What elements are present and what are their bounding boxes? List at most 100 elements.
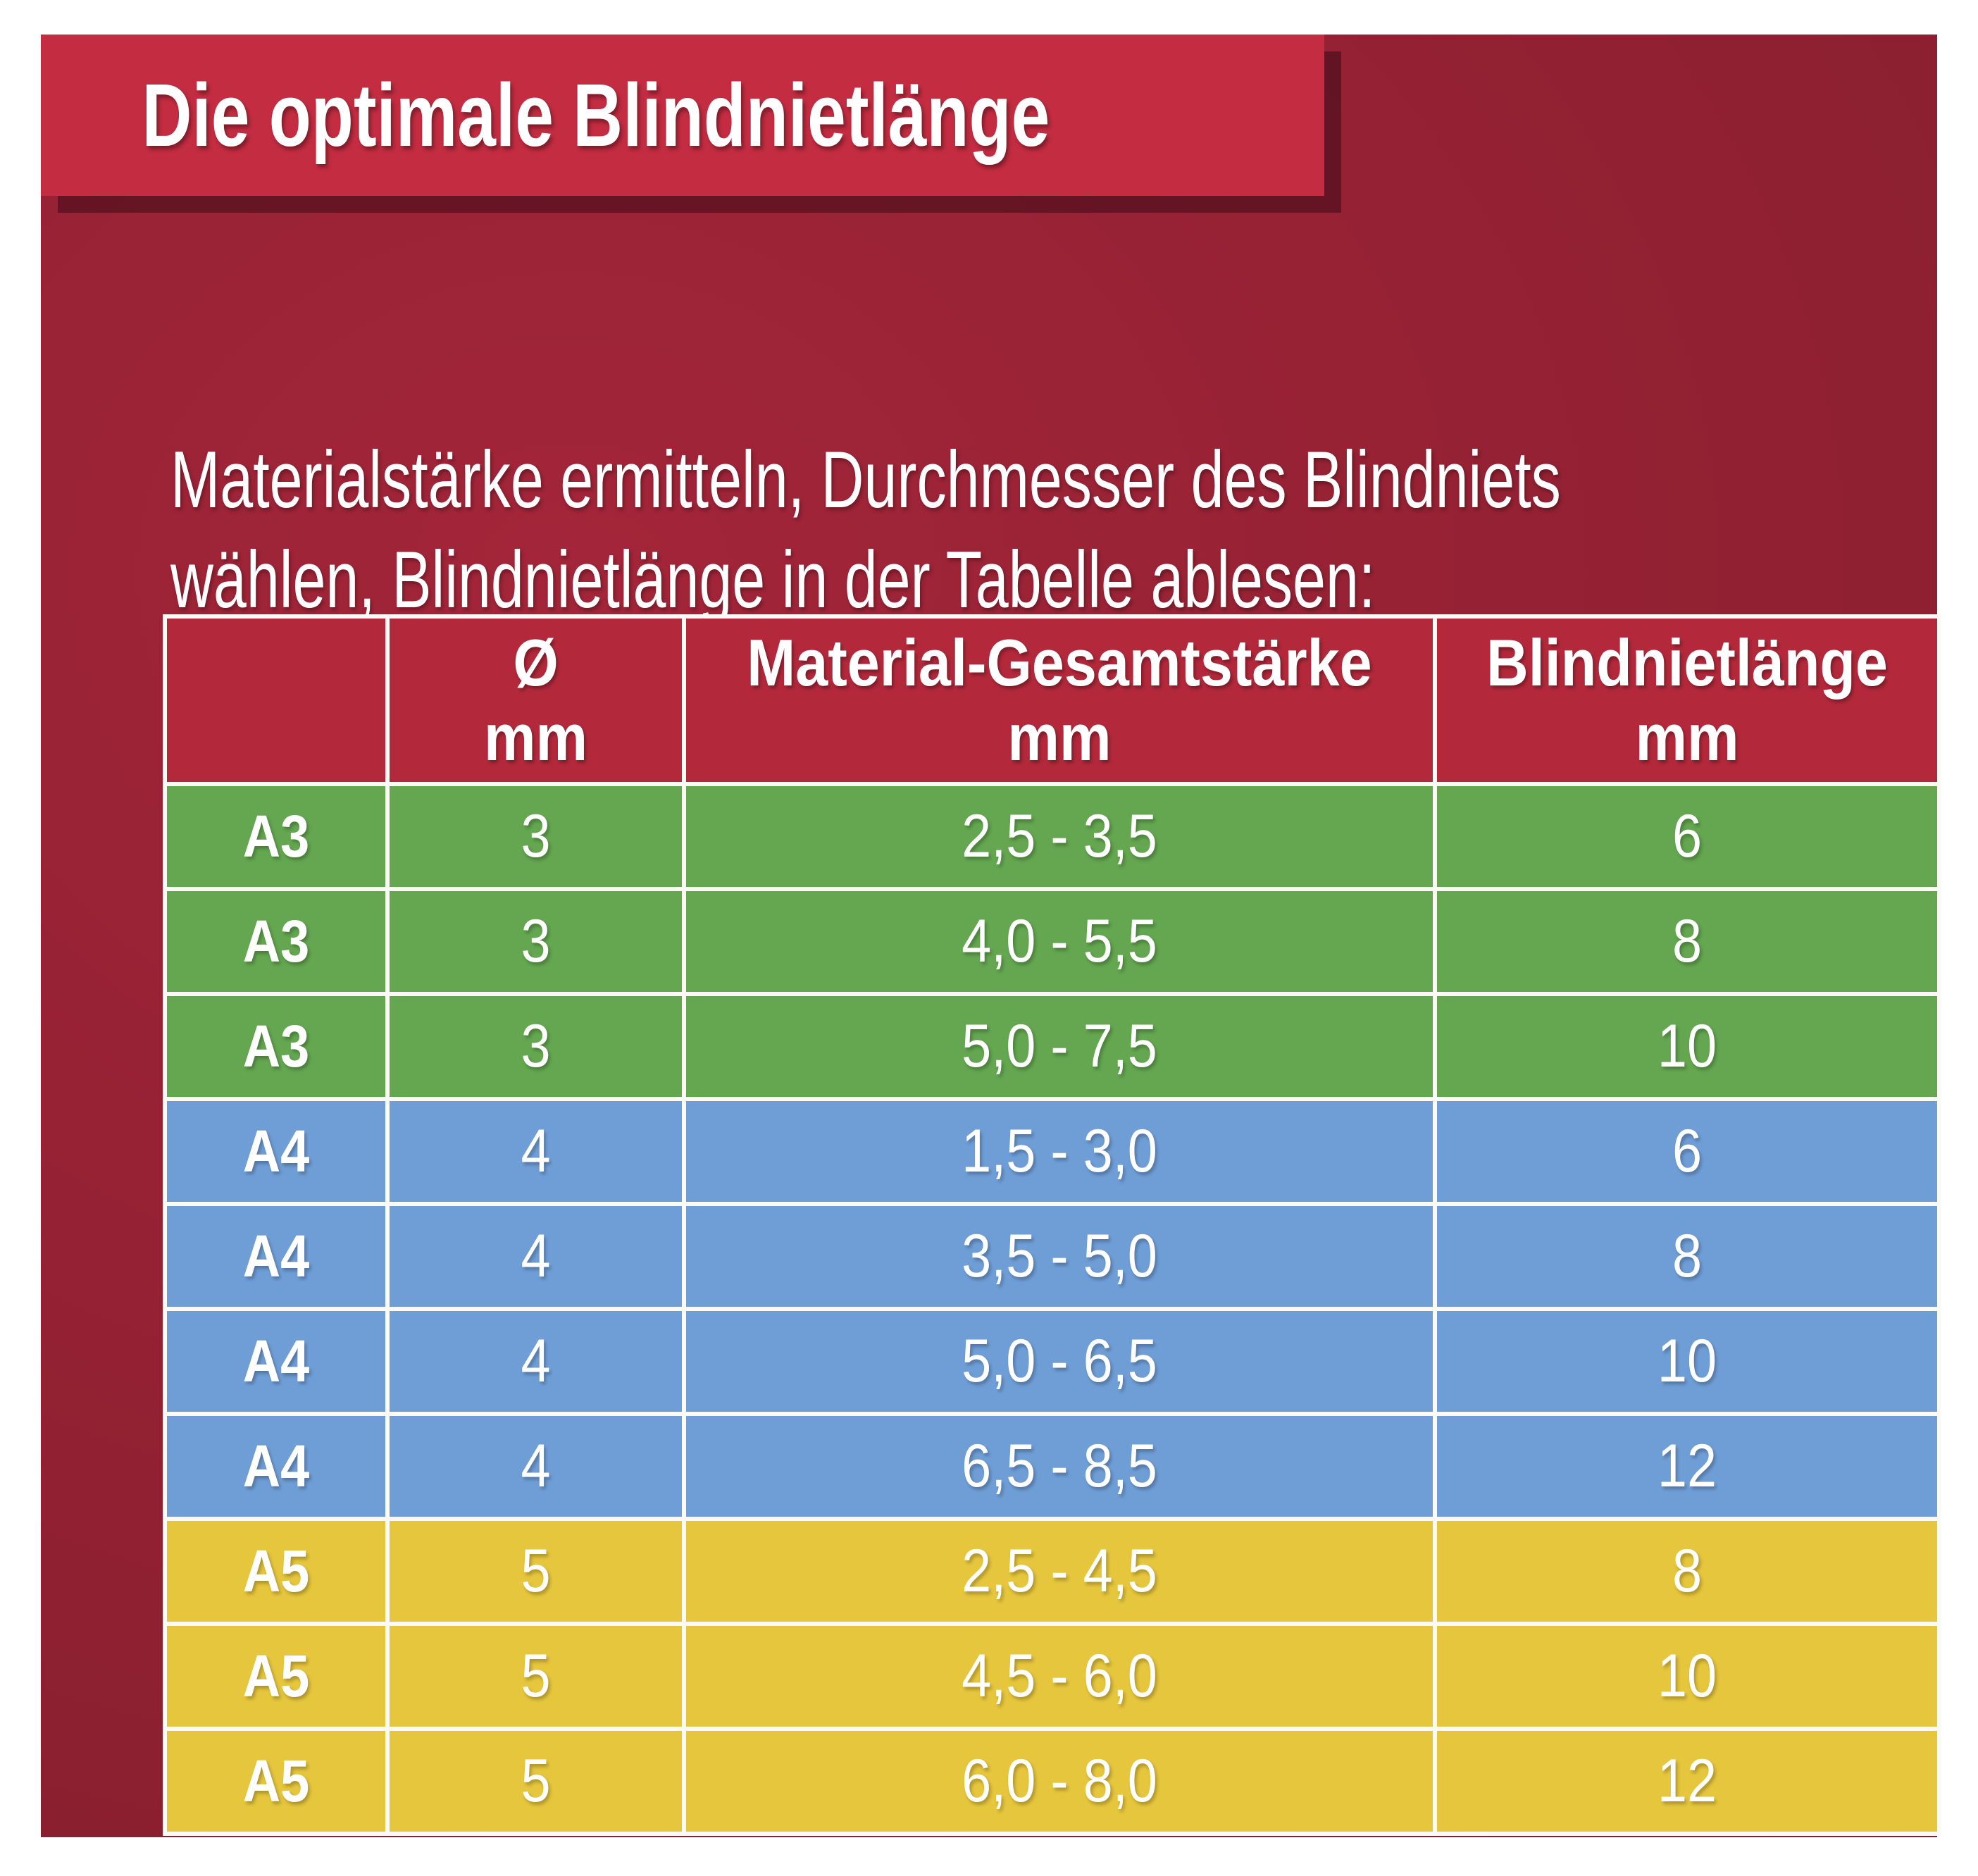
header-rivet-length-title: Blindnietlänge [1486, 626, 1888, 700]
diameter-value: 3 [390, 891, 682, 992]
intro-text: Materialstärke ermitteln, Durchmesser de… [170, 430, 1561, 630]
row-label: A4 [167, 1206, 385, 1307]
diameter-value: 5 [390, 1731, 682, 1832]
table-body: A3 3 2,5 - 3,5 6 A3 3 4,0 - 5,5 8 A3 3 5,0 - 7,5 10… [167, 786, 1937, 1832]
material-range-value: 2,5 - 3,5 [686, 786, 1433, 887]
rivet-length-value-text: 6 [1672, 802, 1703, 870]
row-label: A3 [167, 786, 385, 887]
diameter-value: 5 [390, 1521, 682, 1622]
rivet-length-value-text: 10 [1657, 1327, 1717, 1395]
material-range-value: 4,0 - 5,5 [686, 891, 1433, 992]
rivet-length-value-text: 6 [1672, 1117, 1703, 1185]
row-label: A4 [167, 1311, 385, 1412]
header-diameter-unit: mm [483, 700, 588, 774]
table-row: A4 4 5,0 - 6,5 10 [167, 1311, 1937, 1412]
page-title: Die optimale Blindnietlänge [142, 66, 1050, 165]
rivet-length-value: 6 [1437, 786, 1937, 887]
header-cell-empty [167, 619, 385, 782]
diameter-value-text: 5 [521, 1642, 551, 1710]
rivet-length-value: 10 [1437, 996, 1937, 1097]
material-range-value-text: 4,5 - 6,0 [962, 1642, 1157, 1710]
table-row: A5 5 6,0 - 8,0 12 [167, 1731, 1937, 1832]
material-range-value: 2,5 - 4,5 [686, 1521, 1433, 1622]
material-range-value: 6,5 - 8,5 [686, 1416, 1433, 1517]
diameter-value-text: 3 [521, 1012, 551, 1080]
rivet-length-value: 8 [1437, 1521, 1937, 1622]
table-row: A4 4 6,5 - 8,5 12 [167, 1416, 1937, 1517]
diameter-value-text: 4 [521, 1327, 551, 1395]
material-range-value: 6,0 - 8,0 [686, 1731, 1433, 1832]
table-row: A4 4 1,5 - 3,0 6 [167, 1101, 1937, 1202]
row-label: A4 [167, 1101, 385, 1202]
diameter-value-text: 4 [521, 1117, 551, 1185]
row-label-text: A3 [242, 803, 310, 869]
row-label-text: A3 [242, 1013, 310, 1079]
header-cell-rivet-length: Blindnietlänge mm [1437, 619, 1937, 782]
header-cell-diameter: Ø mm [390, 619, 682, 782]
row-label: A4 [167, 1416, 385, 1517]
material-range-value-text: 6,5 - 8,5 [962, 1432, 1157, 1500]
diameter-value: 4 [390, 1101, 682, 1202]
row-label-text: A5 [242, 1748, 310, 1814]
header-material-title: Material-Gesamtstärke [747, 626, 1372, 700]
rivet-length-value-text: 8 [1672, 907, 1703, 975]
material-range-value-text: 5,0 - 7,5 [962, 1012, 1157, 1080]
diameter-value: 5 [390, 1626, 682, 1727]
row-label: A5 [167, 1521, 385, 1622]
row-label: A3 [167, 891, 385, 992]
material-range-value: 4,5 - 6,0 [686, 1626, 1433, 1727]
material-range-value-text: 2,5 - 4,5 [962, 1537, 1157, 1605]
rivet-length-value-text: 12 [1657, 1747, 1717, 1815]
table-row: A3 3 5,0 - 7,5 10 [167, 996, 1937, 1097]
title-banner: Die optimale Blindnietlänge [41, 35, 1324, 196]
row-label: A5 [167, 1626, 385, 1727]
header-rivet-length-unit: mm [1635, 700, 1739, 774]
diameter-value-text: 3 [521, 802, 551, 870]
row-label-text: A4 [242, 1118, 310, 1184]
diameter-value: 3 [390, 786, 682, 887]
diameter-value-text: 4 [521, 1432, 551, 1500]
rivet-length-value: 12 [1437, 1731, 1937, 1832]
rivet-length-value: 8 [1437, 891, 1937, 992]
row-label-text: A4 [242, 1223, 310, 1289]
row-label-text: A4 [242, 1328, 310, 1394]
rivet-length-value: 12 [1437, 1416, 1937, 1517]
material-range-value: 5,0 - 6,5 [686, 1311, 1433, 1412]
table-row: A4 4 3,5 - 5,0 8 [167, 1206, 1937, 1307]
header-diameter-title: Ø [513, 626, 559, 700]
material-range-value-text: 5,0 - 6,5 [962, 1327, 1157, 1395]
rivet-length-value: 10 [1437, 1626, 1937, 1727]
table-row: A3 3 4,0 - 5,5 8 [167, 891, 1937, 992]
header-cell-material-total-thickness: Material-Gesamtstärke mm [686, 619, 1433, 782]
rivet-length-value-text: 12 [1657, 1432, 1717, 1500]
material-range-value-text: 2,5 - 3,5 [962, 802, 1157, 870]
material-range-value-text: 4,0 - 5,5 [962, 907, 1157, 975]
diameter-value-text: 4 [521, 1222, 551, 1290]
material-range-value: 1,5 - 3,0 [686, 1101, 1433, 1202]
rivet-length-value-text: 10 [1657, 1012, 1717, 1080]
table-row: A3 3 2,5 - 3,5 6 [167, 786, 1937, 887]
rivet-length-value: 10 [1437, 1311, 1937, 1412]
table-row: A5 5 4,5 - 6,0 10 [167, 1626, 1937, 1727]
table-row: A5 5 2,5 - 4,5 8 [167, 1521, 1937, 1622]
row-label-text: A5 [242, 1538, 310, 1604]
rivet-length-value-text: 10 [1657, 1642, 1717, 1710]
table-header-row: Ø mm Material-Gesamtstärke mm Blindnietl… [167, 619, 1937, 782]
row-label: A3 [167, 996, 385, 1097]
diameter-value-text: 5 [521, 1537, 551, 1605]
rivet-length-table: Ø mm Material-Gesamtstärke mm Blindnietl… [163, 614, 1941, 1836]
diameter-value-text: 3 [521, 907, 551, 975]
material-range-value-text: 3,5 - 5,0 [962, 1222, 1157, 1290]
row-label-text: A5 [242, 1643, 310, 1709]
diameter-value: 3 [390, 996, 682, 1097]
rivet-length-value-text: 8 [1672, 1222, 1703, 1290]
diameter-value-text: 5 [521, 1747, 551, 1815]
rivet-length-value-text: 8 [1672, 1537, 1703, 1605]
diameter-value: 4 [390, 1311, 682, 1412]
diameter-value: 4 [390, 1206, 682, 1307]
header-material-unit: mm [1007, 700, 1112, 774]
intro-line-1: Materialstärke ermitteln, Durchmesser de… [170, 435, 1561, 525]
row-label-text: A3 [242, 908, 310, 974]
row-label: A5 [167, 1731, 385, 1832]
diameter-value: 4 [390, 1416, 682, 1517]
